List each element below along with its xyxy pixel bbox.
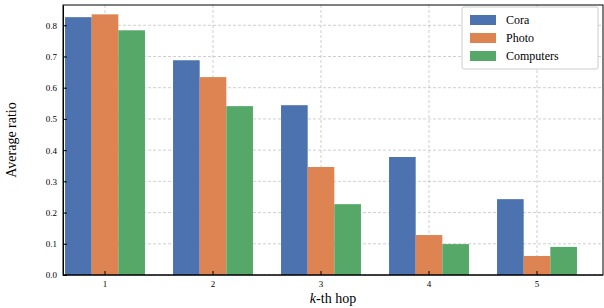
legend-label: Cora: [506, 13, 530, 27]
y-tick-mark: [63, 181, 67, 182]
y-axis-title: Average ratio: [4, 102, 19, 178]
x-axis-title: k-th hop: [310, 291, 356, 306]
x-axis: 1 2 3 4 5: [63, 271, 603, 289]
x-tick: 5: [535, 271, 540, 289]
x-tick-label: 2: [211, 279, 216, 289]
x-tick-label: 5: [535, 279, 540, 289]
y-tick-label: 0.5: [46, 114, 58, 124]
y-tick-mark: [63, 150, 67, 151]
legend-swatch: [470, 33, 496, 43]
y-tick-mark: [63, 57, 67, 58]
y-tick: 0.2: [46, 208, 67, 218]
bar: [65, 17, 92, 275]
bar: [92, 14, 119, 275]
legend-box: [462, 7, 598, 69]
y-tick: 0.8: [46, 21, 67, 31]
bar: [389, 157, 416, 275]
y-tick: 0.3: [46, 177, 67, 187]
y-tick-label: 0.0: [46, 270, 58, 280]
y-tick-label: 0.6: [46, 83, 58, 93]
y-tick-label: 0.3: [46, 177, 58, 187]
plot-frame: [63, 5, 603, 275]
y-tick: 0.7: [46, 52, 67, 62]
x-tick-mark: [537, 271, 538, 275]
x-tick-mark: [213, 271, 214, 275]
y-tick-mark: [63, 244, 67, 245]
x-tick-label: 4: [427, 279, 432, 289]
y-tick-label: 0.4: [46, 146, 58, 156]
grid: [63, 5, 603, 275]
x-tick-mark: [105, 271, 106, 275]
y-tick: 0.1: [46, 239, 67, 249]
legend-label: Computers: [506, 49, 559, 63]
legend-label: Photo: [506, 31, 534, 45]
y-tick: 0.6: [46, 83, 67, 93]
bar: [118, 30, 145, 275]
bar: [281, 105, 308, 275]
bar: [173, 60, 200, 275]
bar: [416, 235, 443, 275]
legend-swatch: [470, 15, 496, 25]
y-tick-mark: [63, 213, 67, 214]
y-tick-mark: [63, 88, 67, 89]
y-tick-label: 0.2: [46, 208, 57, 218]
x-grid-line: [429, 5, 430, 275]
y-tick: 0.5: [46, 114, 67, 124]
x-tick-mark: [321, 271, 322, 275]
legend-swatch: [470, 51, 496, 61]
y-tick-mark: [63, 119, 67, 120]
bar: [442, 244, 469, 275]
x-tick-label: 1: [103, 279, 108, 289]
bar: [200, 77, 227, 275]
y-tick-label: 0.7: [46, 52, 58, 62]
y-axis: 0.0 0.1 0.2 0.3 0.4 0.5 0.6 0.7 0.8: [46, 6, 67, 281]
bar: [226, 106, 253, 275]
bar: [524, 256, 551, 275]
x-tick: 3: [319, 271, 324, 289]
x-tick-label: 3: [319, 279, 324, 289]
x-tick: 2: [211, 271, 216, 289]
x-tick: 1: [103, 271, 108, 289]
x-tick-mark: [429, 271, 430, 275]
bar: [497, 199, 524, 275]
bar: [550, 247, 577, 275]
legend: Cora Photo Computers: [462, 7, 598, 69]
y-tick-label: 0.8: [46, 21, 58, 31]
y-tick-mark: [63, 25, 67, 26]
y-tick-label: 0.1: [46, 239, 57, 249]
bar: [308, 167, 335, 275]
bar: [334, 204, 361, 275]
y-tick: 0.4: [46, 146, 67, 156]
x-tick: 4: [427, 271, 432, 289]
